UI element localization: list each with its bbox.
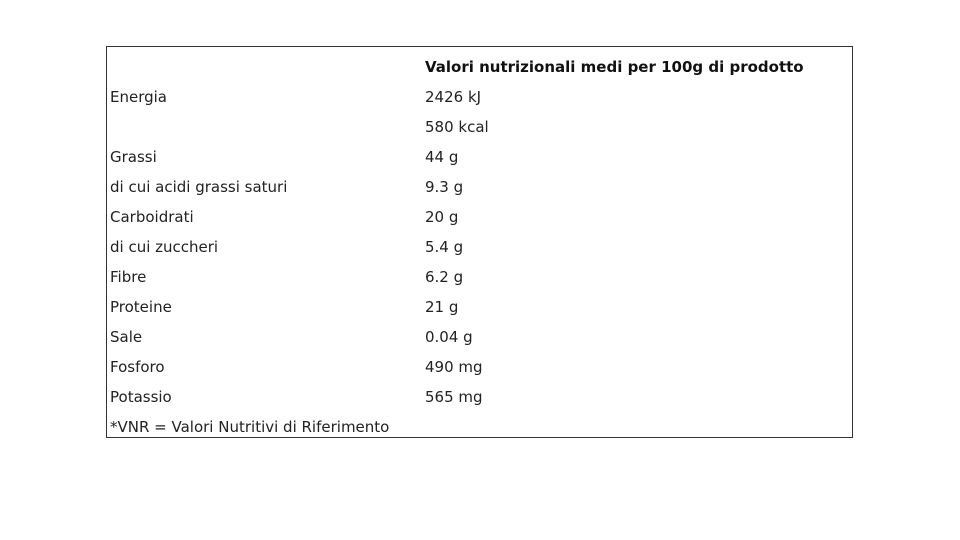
- cell: Fibre: [110, 268, 147, 286]
- row: Potassio 565 mg: [107, 382, 852, 412]
- cell: di cui acidi grassi saturi: [110, 178, 288, 196]
- row: di cui acidi grassi saturi 9.3 g: [107, 172, 852, 202]
- cell: 20 g: [425, 208, 459, 226]
- cell: Grassi: [110, 148, 157, 166]
- cell: Energia: [110, 88, 167, 106]
- cell: [107, 112, 422, 142]
- row: Fibre 6.2 g: [107, 262, 852, 292]
- cell: 5.4 g: [425, 238, 464, 256]
- row: di cui zuccheri 5.4 g: [107, 232, 852, 262]
- cell: 565 mg: [425, 388, 483, 406]
- cell: 580 kcal: [425, 118, 489, 136]
- row: 580 kcal: [107, 112, 852, 142]
- header-cell: Valori nutrizionali medi per 100g di pro…: [425, 58, 804, 76]
- cell: 2426 kJ: [425, 88, 482, 106]
- cell: Fosforo: [110, 358, 165, 376]
- row: Proteine 21 g: [107, 292, 852, 322]
- cell: 490 mg: [425, 358, 483, 376]
- cell: 21 g: [425, 298, 459, 316]
- cell: 6.2 g: [425, 268, 464, 286]
- cell: 9.3 g: [425, 178, 464, 196]
- cell: 44 g: [425, 148, 459, 166]
- header-row: Valori nutrizionali medi per 100g di pro…: [107, 52, 852, 82]
- row: Energia 2426 kJ: [107, 82, 852, 112]
- cell: Carboidrati: [110, 208, 194, 226]
- row: Sale 0.04 g: [107, 322, 852, 352]
- row: Carboidrati 20 g: [107, 202, 852, 232]
- cell: Proteine: [110, 298, 172, 316]
- row: Fosforo 490 mg: [107, 352, 852, 382]
- cell: Sale: [110, 328, 143, 346]
- cell: di cui zuccheri: [110, 238, 219, 256]
- nutrition-table: Valori nutrizionali medi per 100g di pro…: [106, 46, 853, 438]
- footnote: *VNR = Valori Nutritivi di Riferimento: [110, 418, 390, 436]
- cell: Potassio: [110, 388, 172, 406]
- header-cell: [107, 52, 422, 82]
- row: Grassi 44 g: [107, 142, 852, 172]
- cell: 0.04 g: [425, 328, 473, 346]
- table: Valori nutrizionali medi per 100g di pro…: [107, 52, 852, 442]
- footnote-row: *VNR = Valori Nutritivi di Riferimento: [107, 412, 852, 442]
